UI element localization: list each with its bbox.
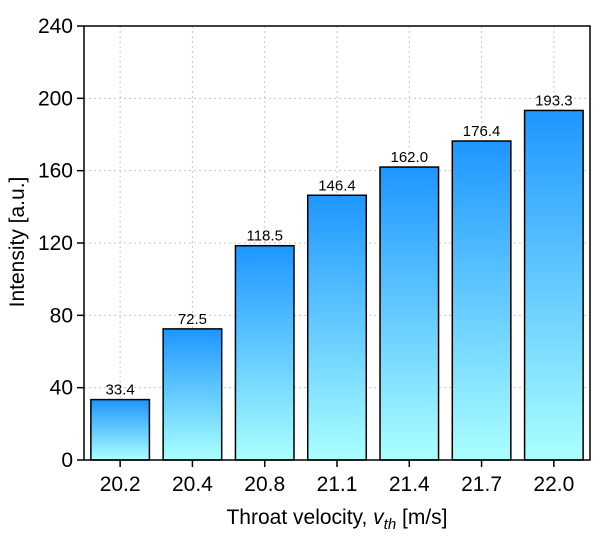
data-label: 118.5: [246, 228, 282, 245]
y-tick-label: 200: [38, 87, 73, 110]
x-axis-title-subscript: th: [384, 516, 397, 533]
x-tick-label: 20.4: [172, 473, 213, 496]
y-tick-label: 40: [50, 377, 73, 400]
data-label: 162.0: [391, 149, 429, 166]
bar-20-8: [234, 244, 295, 461]
x-axis-title-symbol: v: [373, 506, 385, 529]
data-label: 72.5: [178, 311, 207, 328]
y-tick-label: 160: [38, 160, 73, 183]
x-axis-title: Throat velocity, vth [m/s]: [226, 506, 447, 533]
x-tick-label: 21.7: [461, 473, 502, 496]
bars: [90, 109, 584, 461]
data-label: 33.4: [106, 382, 135, 399]
bar-20-2: [90, 398, 151, 461]
bar-22-0: [523, 109, 584, 461]
bar-20-4: [162, 328, 223, 461]
y-tick-label: 0: [61, 449, 73, 472]
bar-21-4: [379, 166, 440, 461]
x-axis-title-main: Throat velocity,: [226, 506, 373, 529]
data-label: 146.4: [318, 177, 356, 194]
x-axis-title-unit: [m/s]: [396, 506, 447, 529]
x-tick-label: 20.2: [100, 473, 141, 496]
y-axis-title: Intensity [a.u.]: [6, 177, 29, 308]
bar-21-1: [306, 194, 368, 461]
y-tick-label: 240: [38, 15, 73, 38]
x-tick-label: 20.8: [244, 473, 285, 496]
x-tick-label: 22.0: [533, 473, 574, 496]
data-labels: 33.4 72.5 118.5 146.4 162.0 176.4 193.3: [106, 92, 573, 398]
x-axis: 20.2 20.4 20.8 21.1 21.4 21.7 22.0: [100, 460, 574, 496]
y-axis: 0 40 80 120 160 200 240: [38, 15, 84, 472]
data-label: 193.3: [535, 92, 573, 109]
y-tick-label: 120: [38, 232, 73, 255]
data-label: 176.4: [463, 123, 501, 140]
x-tick-label: 21.4: [389, 473, 430, 496]
x-tick-label: 21.1: [317, 473, 358, 496]
bar-21-7: [451, 140, 512, 461]
y-tick-label: 80: [50, 304, 73, 327]
